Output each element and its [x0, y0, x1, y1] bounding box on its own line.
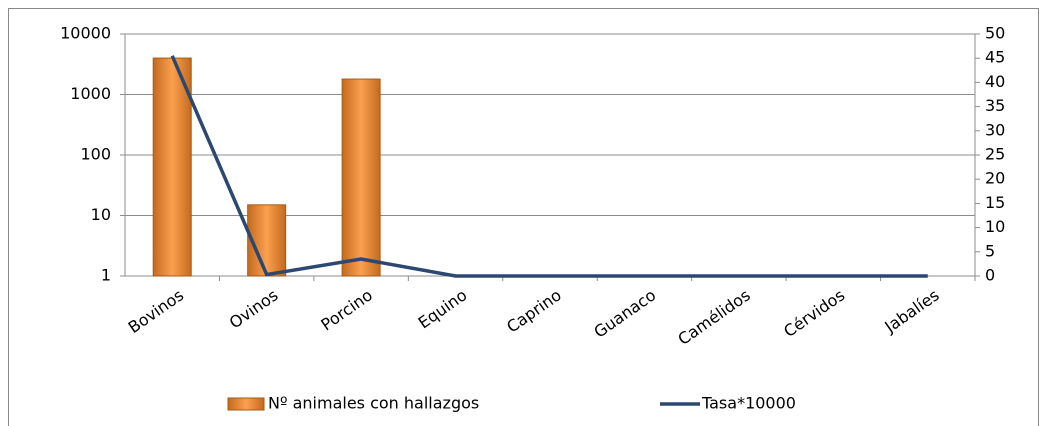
y2-tick-label: 0	[985, 266, 995, 285]
x-tick-label: Porcino	[317, 285, 376, 334]
y2-tick-label: 15	[985, 193, 1005, 212]
x-tick-label: Ovinos	[226, 285, 282, 332]
y-tick-label: 10	[91, 205, 111, 224]
y2-tick-label: 45	[985, 48, 1005, 67]
x-tick-label: Guanaco	[590, 285, 659, 341]
bar	[247, 204, 287, 277]
y-tick-label: 100	[80, 145, 111, 164]
legend-label: Nº animales con hallazgos	[268, 394, 479, 413]
bar	[341, 78, 381, 277]
y-tick-label: 10000	[60, 24, 111, 43]
y-tick-label: 1	[101, 266, 111, 285]
y2-tick-label: 20	[985, 169, 1005, 188]
y2-tick-label: 10	[985, 217, 1005, 236]
y2-tick-label: 35	[985, 96, 1005, 115]
y2-tick-label: 5	[985, 241, 995, 260]
legend-label: Tasa*10000	[701, 394, 796, 413]
y2-tick-label: 30	[985, 120, 1005, 139]
chart-frame	[8, 8, 1039, 426]
y-tick-label: 1000	[70, 84, 111, 103]
x-tick-label: Jabalíes	[881, 285, 943, 336]
y2-tick-label: 50	[985, 24, 1005, 43]
x-tick-label: Caprino	[503, 285, 565, 336]
x-tick-label: Cérvidos	[780, 285, 848, 341]
x-tick-label: Camélidos	[674, 285, 753, 349]
y2-tick-label: 40	[985, 72, 1005, 91]
x-tick-label: Bovinos	[125, 285, 187, 337]
y2-tick-label: 25	[985, 145, 1005, 164]
legend-swatch	[227, 397, 265, 411]
x-tick-label: Equino	[415, 285, 471, 332]
line	[170, 55, 928, 278]
